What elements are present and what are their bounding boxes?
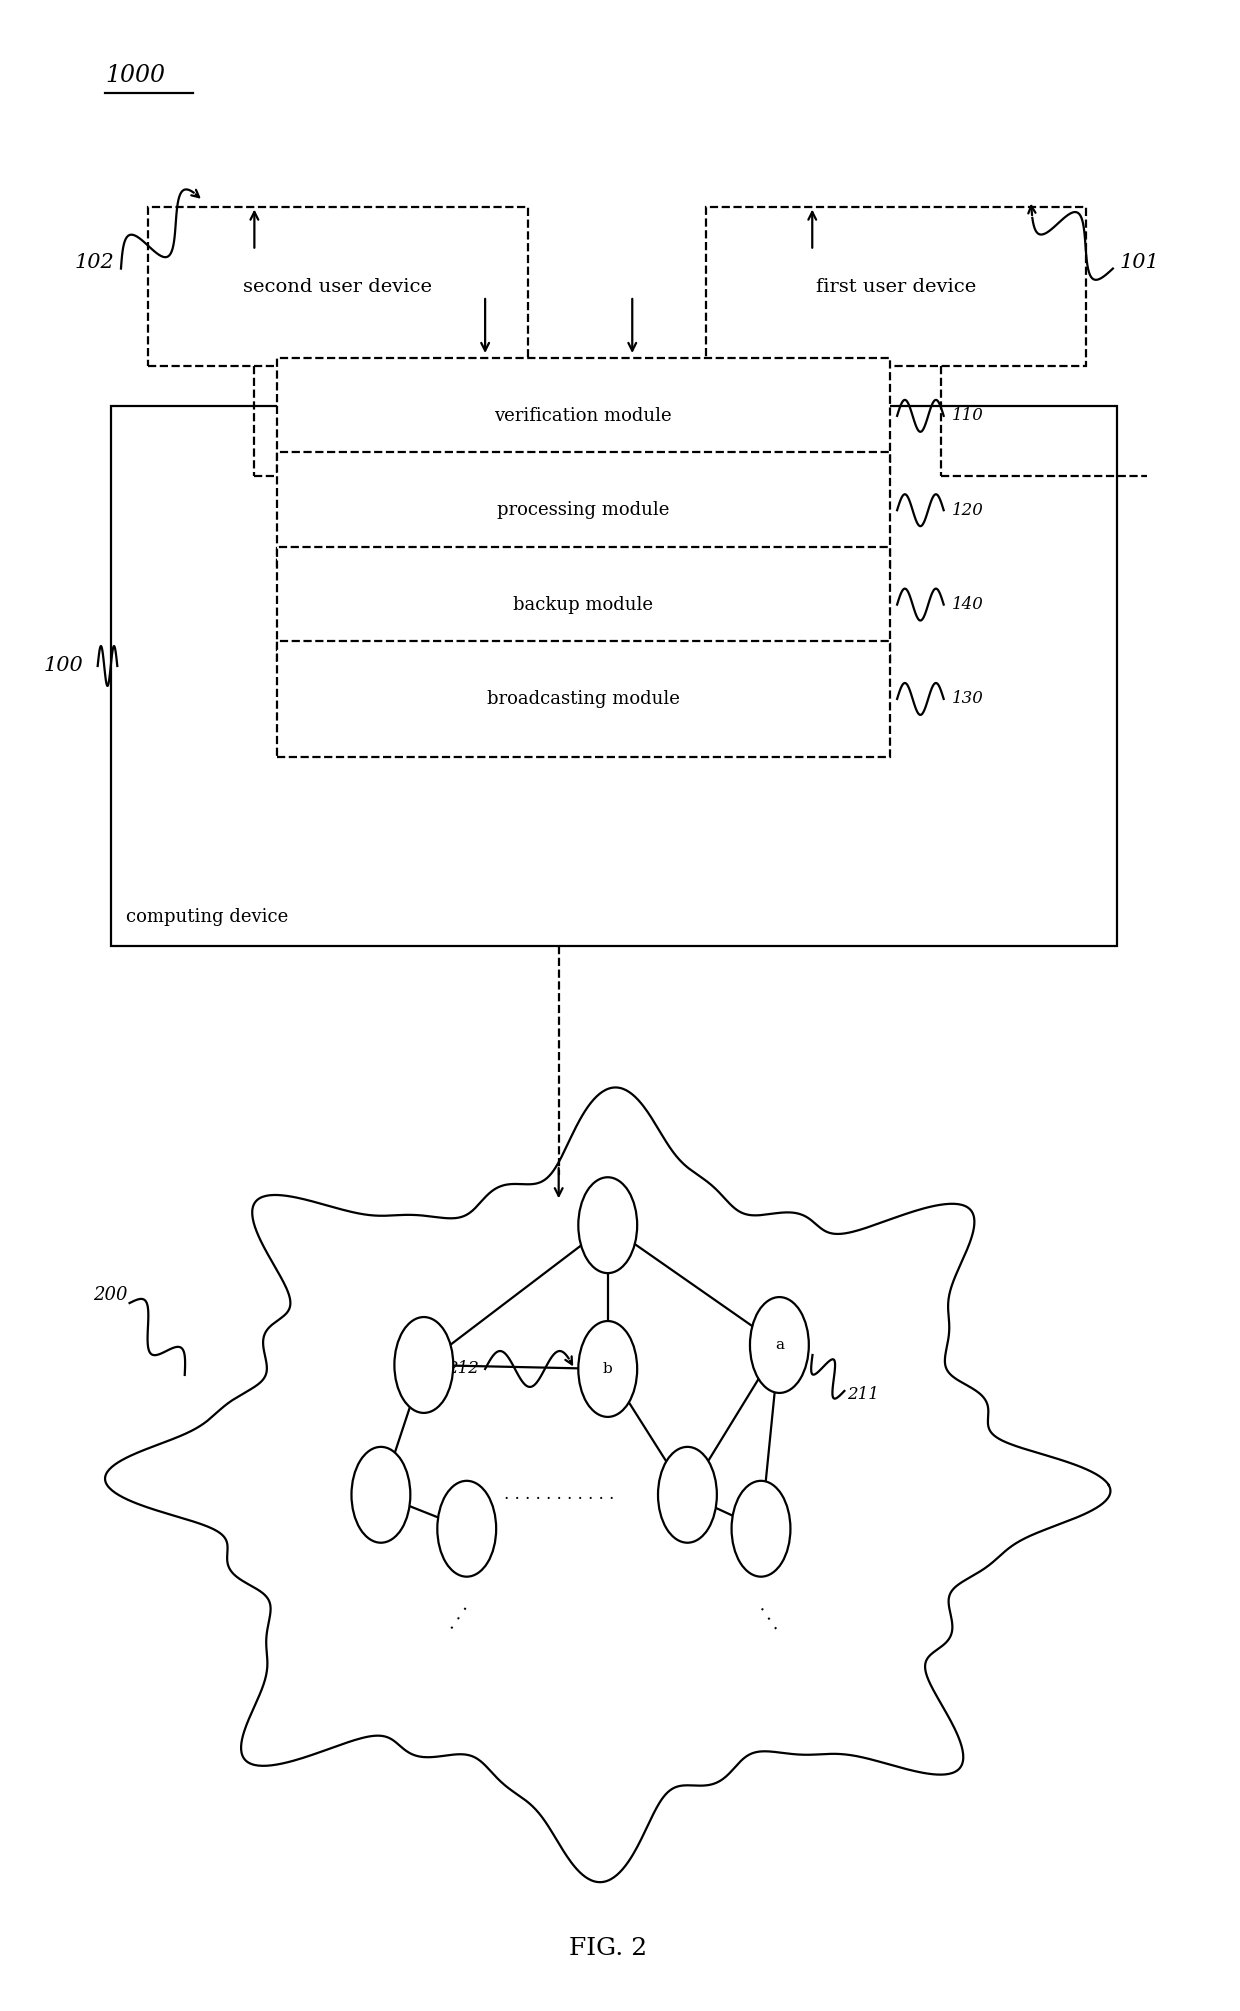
Circle shape [732, 1480, 790, 1577]
Text: 100: 100 [43, 656, 83, 676]
Circle shape [578, 1176, 637, 1273]
Text: 101: 101 [1120, 253, 1159, 271]
Circle shape [394, 1317, 454, 1414]
Text: 110: 110 [952, 408, 985, 424]
Text: second user device: second user device [243, 278, 433, 296]
Text: backup module: backup module [513, 595, 653, 613]
Text: · · ·: · · · [751, 1601, 782, 1635]
Text: · · ·: · · · [445, 1601, 476, 1635]
Text: computing device: computing device [126, 907, 288, 925]
Text: 130: 130 [952, 690, 985, 708]
FancyBboxPatch shape [277, 642, 890, 756]
Text: 120: 120 [952, 501, 985, 519]
Circle shape [658, 1446, 717, 1542]
Text: 1000: 1000 [105, 64, 165, 86]
Text: 211: 211 [847, 1386, 879, 1404]
FancyBboxPatch shape [706, 207, 1086, 366]
Text: . . . . . . . . . . .: . . . . . . . . . . . [503, 1486, 614, 1504]
Text: 102: 102 [74, 253, 114, 271]
FancyBboxPatch shape [112, 406, 1116, 945]
Circle shape [578, 1321, 637, 1418]
Text: processing module: processing module [497, 501, 670, 519]
Circle shape [351, 1446, 410, 1542]
FancyBboxPatch shape [148, 207, 528, 366]
Text: 140: 140 [952, 595, 985, 613]
Text: a: a [775, 1337, 784, 1351]
FancyBboxPatch shape [277, 452, 890, 569]
Circle shape [750, 1297, 808, 1394]
Text: verification module: verification module [495, 406, 672, 424]
Text: 212: 212 [448, 1361, 479, 1378]
Text: broadcasting module: broadcasting module [487, 690, 680, 708]
Text: FIG. 2: FIG. 2 [569, 1937, 647, 1961]
FancyBboxPatch shape [277, 358, 890, 475]
Text: b: b [603, 1361, 613, 1376]
Text: 200: 200 [93, 1287, 128, 1303]
FancyBboxPatch shape [277, 547, 890, 662]
Circle shape [438, 1480, 496, 1577]
Text: first user device: first user device [816, 278, 976, 296]
